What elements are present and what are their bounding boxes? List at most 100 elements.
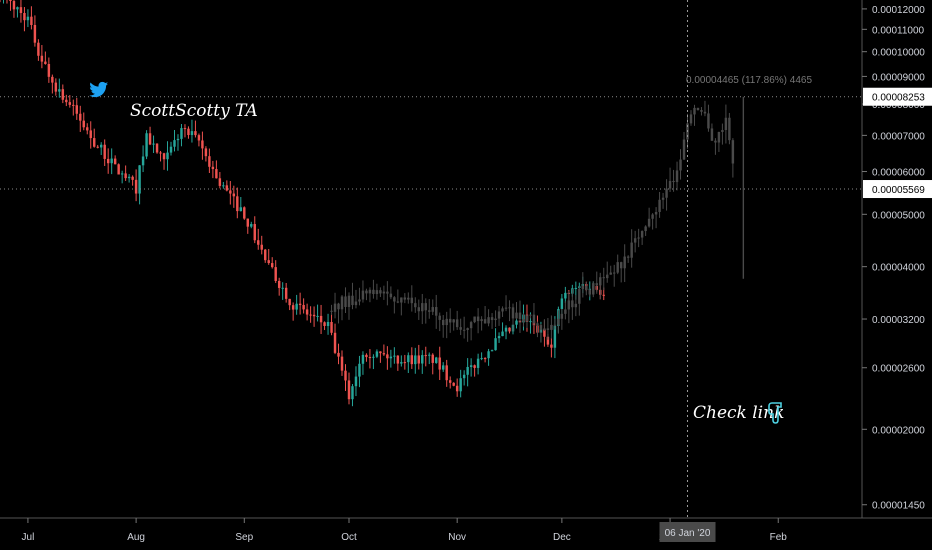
price-tick-label: 0.00006000 [872,168,925,179]
projection-candle-body [459,327,462,330]
projection-candle-body [431,307,434,312]
price-tick-label: 0.00005000 [872,210,925,221]
projection-candle-body [644,226,647,232]
projection-candle-body [647,218,651,227]
candle-body [340,356,344,371]
svg-text:06 Jan '20: 06 Jan '20 [665,528,711,539]
candle-body [243,207,246,219]
projection-candle-body [658,199,661,212]
candle-body [37,42,40,56]
horizontal-line-price-labels: 0.00008253 0.00005569 [863,87,932,199]
candle-body [173,140,176,147]
projection-candle-body [365,290,368,294]
projection-candle-body [654,211,658,215]
candle-body [82,120,85,128]
price-tick-label: 0.00001450 [872,501,925,512]
candle-body [574,287,578,289]
candle-body [232,193,236,197]
candle-body [483,358,487,360]
projection-candle-body [724,117,728,130]
candle-body [476,358,480,368]
candle-body [113,158,117,165]
candle-body [508,327,511,332]
candle-body [389,356,393,359]
measure-label: 0.00004465 (117.86%) 4465 [686,75,812,86]
projection-candle-body [414,303,417,308]
candle-body [169,146,173,153]
projection-candle-body [689,114,693,124]
candle-body [145,133,148,157]
candle-body [295,303,298,310]
candle-body [421,355,424,364]
candle-body [428,354,431,356]
candle-body [403,362,407,364]
candle-body [197,135,201,141]
projection-candle-body [421,303,424,312]
candle-body [99,144,103,148]
candle-body [253,224,256,241]
price-tick-label: 0.00007000 [872,131,925,142]
candle-body [277,280,281,288]
time-tick-label: Dec [553,532,571,543]
candle-body [117,164,120,175]
candle-body [201,140,204,149]
candle-body [560,298,564,310]
projection-candle-body [340,296,344,310]
projection-candle-body [410,297,414,304]
projection-candle-body [354,301,358,306]
candle-body [246,218,250,227]
time-tick-label: Oct [341,532,357,543]
candle-body [211,166,215,170]
projection-candle-body [508,307,511,309]
candle-body [218,178,222,186]
candle-body [12,1,16,10]
candle-body [379,351,382,354]
projection-candle-body [633,238,637,243]
projection-candle-body [592,283,595,295]
projection-candle-body [529,314,532,316]
candle-body [298,303,302,305]
candle-body [386,354,389,359]
candle-body [326,321,330,326]
projection-candle-body [714,140,717,143]
candle-body [494,338,497,351]
projection-candle-body [469,322,473,329]
twitter-annotation: ScottScotty TA [89,81,258,121]
candle-body [281,287,284,289]
projection-candle-body [696,107,700,111]
projection-candle-body [347,295,351,307]
projection-candle-body [637,237,640,239]
candle-body [438,357,441,370]
projection-candle-body [640,231,644,238]
candle-body [361,354,365,364]
projection-candle-body [441,319,445,326]
projection-candle-body [543,328,546,330]
price-tick-label: 0.00012000 [872,5,925,16]
candle-body [96,146,99,148]
candle-body [337,352,340,357]
candle-body [54,82,58,92]
projection-candle-body [424,303,427,311]
projection-candle-body [455,319,459,328]
projection-candle-body [386,291,389,294]
projection-candle-body [679,159,682,171]
candle-body [141,156,145,166]
candle-body [424,355,427,357]
time-tick-label: Feb [770,532,788,543]
candle-body [497,336,501,339]
projection-candle-body [571,300,574,308]
candle-body [222,185,225,187]
candle-body [344,370,347,381]
projection-candle-body [630,242,633,258]
price-tick-label: 0.00003200 [872,315,925,326]
projection-candle-body [707,113,710,129]
price-tick-label: 0.00002600 [872,364,925,375]
projection-candle-body [417,307,421,312]
time-tick-label: Aug [127,532,145,543]
projection-candle-body [368,289,372,294]
candle-body [323,322,326,326]
projection-candle-body [564,309,567,314]
candle-body [480,358,483,360]
candle-body [382,353,386,355]
